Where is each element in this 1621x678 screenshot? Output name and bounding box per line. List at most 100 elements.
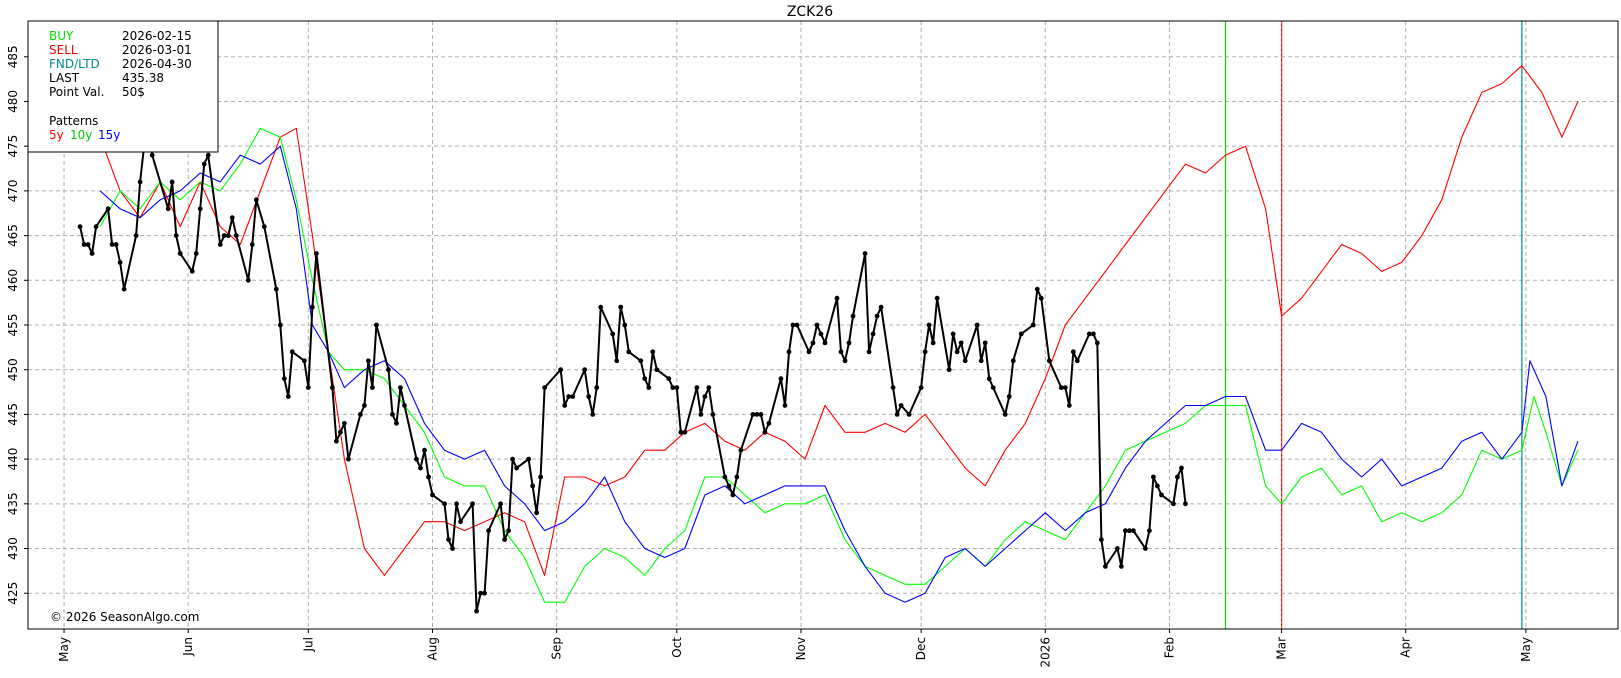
y-tick-label: 445 xyxy=(6,403,20,426)
series-last-point xyxy=(414,456,419,462)
x-tick-label: 2026 xyxy=(1038,637,1052,668)
series-last-point xyxy=(1046,358,1052,364)
x-tick-label: Mar xyxy=(1275,637,1289,660)
series-last-point xyxy=(722,474,728,480)
series-last-point xyxy=(558,367,564,373)
series-last-point xyxy=(978,358,984,364)
series-last-point xyxy=(442,501,447,507)
series-last-point xyxy=(1155,483,1160,489)
series-last-point xyxy=(233,233,239,238)
series-last-point xyxy=(390,412,395,417)
series-last-point xyxy=(878,304,884,310)
series-last-point xyxy=(694,385,700,390)
series-last-point xyxy=(109,242,115,247)
series-last-point xyxy=(706,385,712,390)
series-last-point xyxy=(526,456,532,462)
series-last-point xyxy=(1143,546,1148,551)
series-last-point xyxy=(534,510,540,516)
info-buy-value: 2026-02-15 xyxy=(122,29,192,43)
series-last-point xyxy=(846,340,852,346)
series-last-point xyxy=(289,349,295,355)
info-sell-value: 2026-03-01 xyxy=(122,43,192,57)
series-last-point xyxy=(193,251,199,256)
series-last-point xyxy=(398,385,403,390)
series-last-point xyxy=(982,340,988,346)
series-last-point xyxy=(646,385,652,390)
series-last-point xyxy=(946,367,952,373)
series-last-point xyxy=(962,358,968,364)
series-last-point xyxy=(866,349,872,355)
series-last-point xyxy=(822,340,828,346)
series-5y-line xyxy=(99,65,1579,576)
series-last-point xyxy=(678,429,684,435)
series-last-point xyxy=(173,233,179,238)
series-last-point xyxy=(594,385,600,390)
series-last-point xyxy=(1086,331,1092,337)
signal-lines xyxy=(1224,21,1523,629)
series-last-point xyxy=(1147,528,1152,534)
pattern-5y-label: 5y xyxy=(49,128,64,142)
series-last-point xyxy=(309,304,315,310)
series-last-point xyxy=(566,394,572,399)
series-last-point xyxy=(454,501,459,507)
series-last-point xyxy=(790,322,796,328)
series-last-point xyxy=(734,474,740,480)
series-last-point xyxy=(842,358,848,364)
series-last-point xyxy=(113,242,119,247)
series-last-point xyxy=(346,456,351,462)
series-last-point xyxy=(730,492,736,498)
info-box-frame xyxy=(27,20,219,153)
series-last-point xyxy=(670,385,676,390)
y-tick-label: 435 xyxy=(6,492,20,515)
series-last-point xyxy=(502,537,507,542)
series-last-point xyxy=(177,251,183,256)
y-tick-label: 440 xyxy=(6,448,20,471)
series-last-point xyxy=(666,376,672,382)
series-last-line xyxy=(79,118,1187,613)
series-last-point xyxy=(117,260,123,265)
x-tick-label: Apr xyxy=(1399,637,1413,658)
series-last-point xyxy=(1118,564,1124,569)
series-last-point xyxy=(217,242,223,247)
series-last-point xyxy=(470,501,475,507)
series-last-point xyxy=(806,349,812,355)
series-last-point xyxy=(610,331,616,337)
info-fnd-value: 2026-04-30 xyxy=(122,57,192,71)
series-last-point xyxy=(201,161,207,167)
series-last-point xyxy=(1094,340,1100,346)
series-last-point xyxy=(165,206,171,212)
series-last-point xyxy=(1002,412,1008,417)
series-last-point xyxy=(253,197,259,203)
series-last-point xyxy=(698,412,704,417)
series-last-point xyxy=(394,420,399,426)
series-last-point xyxy=(93,224,99,230)
y-tick-label: 470 xyxy=(6,179,20,202)
series-last-point xyxy=(149,152,155,158)
series-last-point xyxy=(850,313,856,319)
series-last-point xyxy=(337,429,343,435)
series-last-point xyxy=(313,251,319,256)
x-tick-label: May xyxy=(1519,637,1533,662)
series-last-point xyxy=(930,340,936,346)
x-tick-label: Jun xyxy=(181,637,195,657)
series-last-point xyxy=(482,590,487,596)
series-last-point xyxy=(782,403,788,408)
series-last-point xyxy=(618,304,624,310)
series-last-point xyxy=(285,394,291,399)
series-last-point xyxy=(281,376,287,382)
y-tick-label: 480 xyxy=(6,90,20,113)
series-layer xyxy=(77,65,1579,614)
series-last-point xyxy=(426,474,431,480)
series-last-point xyxy=(418,465,423,471)
series-last-point xyxy=(1102,564,1108,569)
series-last-point xyxy=(474,608,479,614)
series-last-point xyxy=(305,385,311,390)
series-last-point xyxy=(1010,358,1016,364)
series-last-point xyxy=(786,349,792,355)
series-last-point xyxy=(530,483,536,489)
x-tick-label: May xyxy=(57,637,71,662)
series-last-point xyxy=(654,367,660,373)
info-last-key: LAST xyxy=(49,71,80,85)
series-last-point xyxy=(362,403,367,408)
